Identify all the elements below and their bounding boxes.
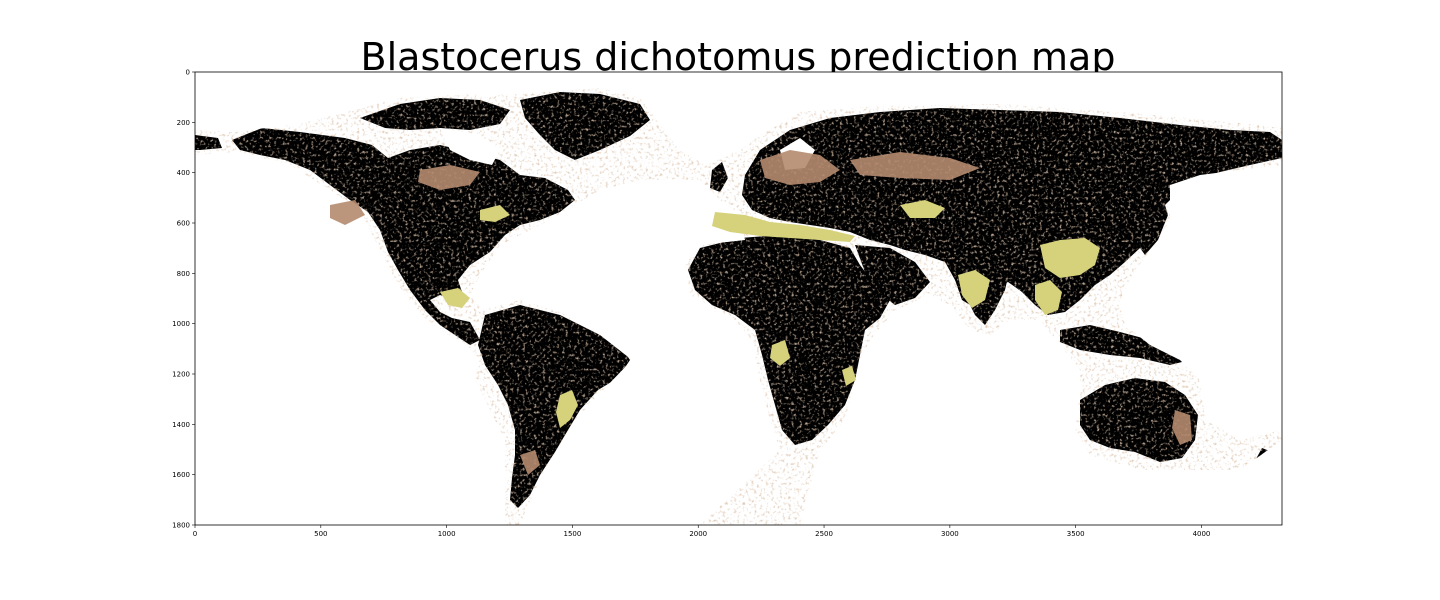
map-plot-area [195,72,1282,525]
mid-prob-australia-east [1172,410,1192,445]
y-tick-label: 0 [186,69,190,77]
x-tick-label: 3500 [1067,530,1085,538]
mid-prob-western-us [330,200,365,225]
mid-prob-canada [418,165,480,190]
x-tick-label: 500 [314,530,327,538]
high-prob-southern-africa [842,366,856,386]
high-prob-india [958,270,990,308]
x-tick-label: 4000 [1193,530,1211,538]
high-prob-central-asia [900,200,945,218]
high-prob-south-china [1040,238,1100,278]
high-prob-north-america-east [480,205,510,222]
medium-probability-regions [330,150,1192,475]
x-tick-label: 2000 [689,530,707,538]
y-tick-label: 1200 [172,371,190,379]
high-prob-mexico [440,288,470,308]
ocean-mask [195,72,1282,525]
x-tick-label: 1000 [438,530,456,538]
y-tick-label: 1600 [172,471,190,479]
x-tick-label: 2500 [815,530,833,538]
high-prob-east-africa [770,340,790,366]
y-tick-label: 1400 [172,421,190,429]
x-tick-label: 3000 [941,530,959,538]
mid-prob-northern-europe [760,150,840,185]
x-axis: 0 500 1000 1500 2000 2500 3000 3500 4000 [193,525,1211,538]
mid-prob-argentina [520,450,540,475]
y-tick-label: 1800 [172,522,190,530]
plot-frame [194,71,1283,526]
high-prob-mediterranean [712,212,855,242]
y-tick-label: 600 [177,220,190,228]
high-prob-brazil [556,390,578,428]
y-tick-label: 1000 [172,320,190,328]
x-tick-label: 1500 [564,530,582,538]
y-tick-label: 800 [177,270,190,278]
high-prob-southeast-asia [1035,280,1062,315]
x-tick-label: 0 [193,530,197,538]
high-probability-regions [440,200,1100,428]
y-axis: 0 200 400 600 800 1000 1200 1400 1600 1800 [172,69,195,530]
mid-prob-siberia [850,152,980,180]
y-tick-label: 400 [177,169,190,177]
y-tick-label: 200 [177,119,190,127]
